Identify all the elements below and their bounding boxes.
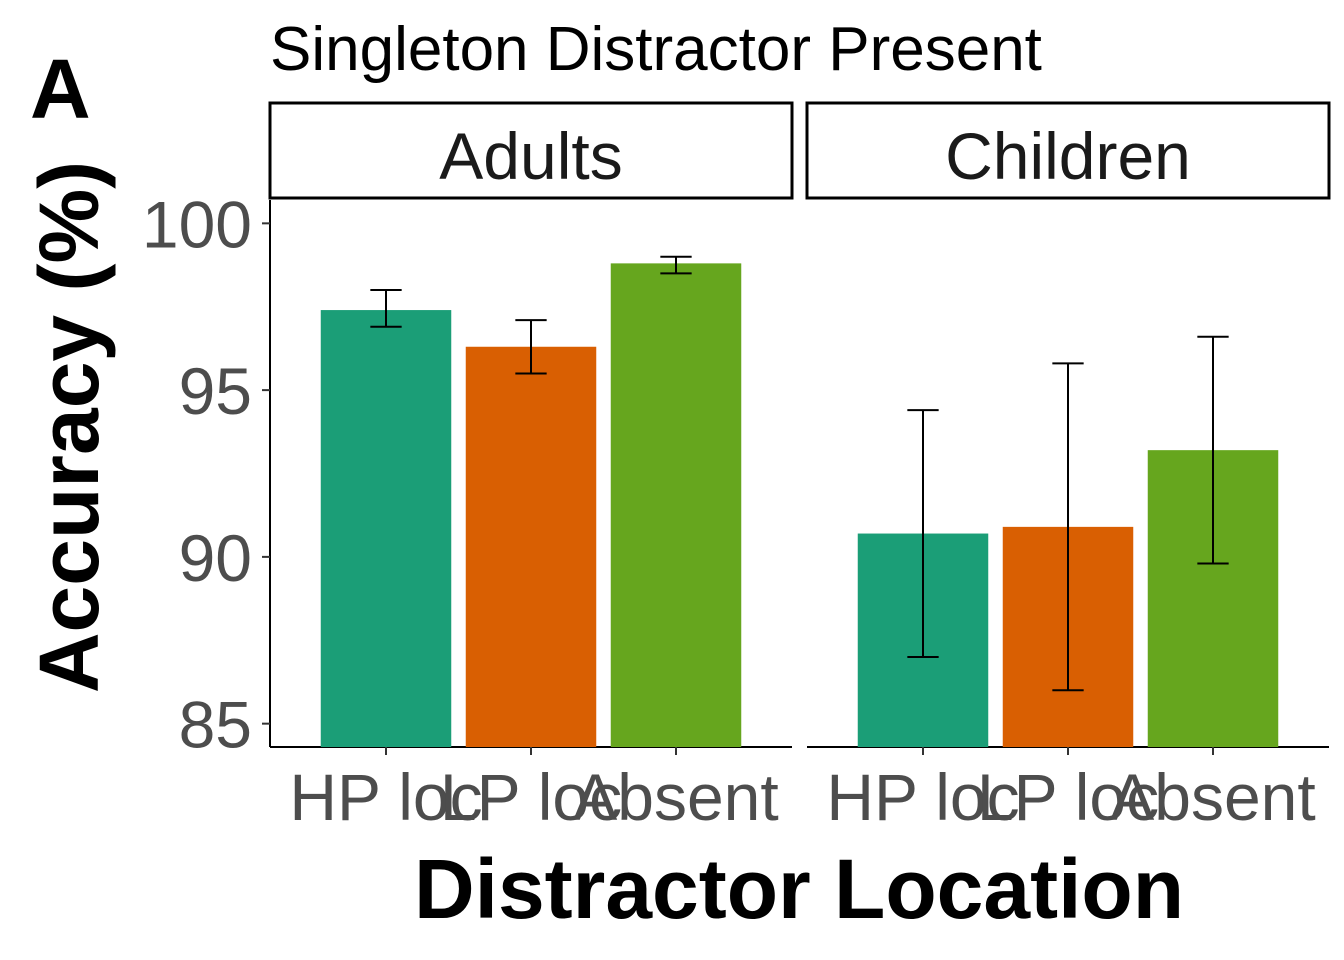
y-tick-label: 95 [179, 354, 252, 428]
x-axis-title: Distractor Location [414, 842, 1184, 936]
y-axis-title: Accuracy (%) [22, 161, 116, 693]
facet-label: Adults [439, 119, 622, 193]
bar [610, 263, 742, 747]
x-tick-label: HP loc [289, 760, 482, 834]
bar [465, 346, 597, 747]
y-tick-label: 85 [179, 688, 252, 762]
y-tick-label: 90 [179, 521, 252, 595]
chart-title: Singleton Distractor Present [270, 15, 1042, 84]
y-tick-label: 100 [142, 187, 252, 261]
x-tick-label: HP loc [826, 760, 1019, 834]
x-tick-label: Absent [1110, 760, 1315, 834]
facet-strip [805, 101, 1331, 200]
x-tick-label: LP loc [977, 760, 1159, 834]
bar [320, 310, 452, 747]
facet-strip [268, 101, 794, 200]
x-tick-label: Absent [573, 760, 778, 834]
panel-tag: A [30, 42, 91, 136]
facet-label: Children [945, 119, 1191, 193]
x-tick-label: LP loc [440, 760, 622, 834]
